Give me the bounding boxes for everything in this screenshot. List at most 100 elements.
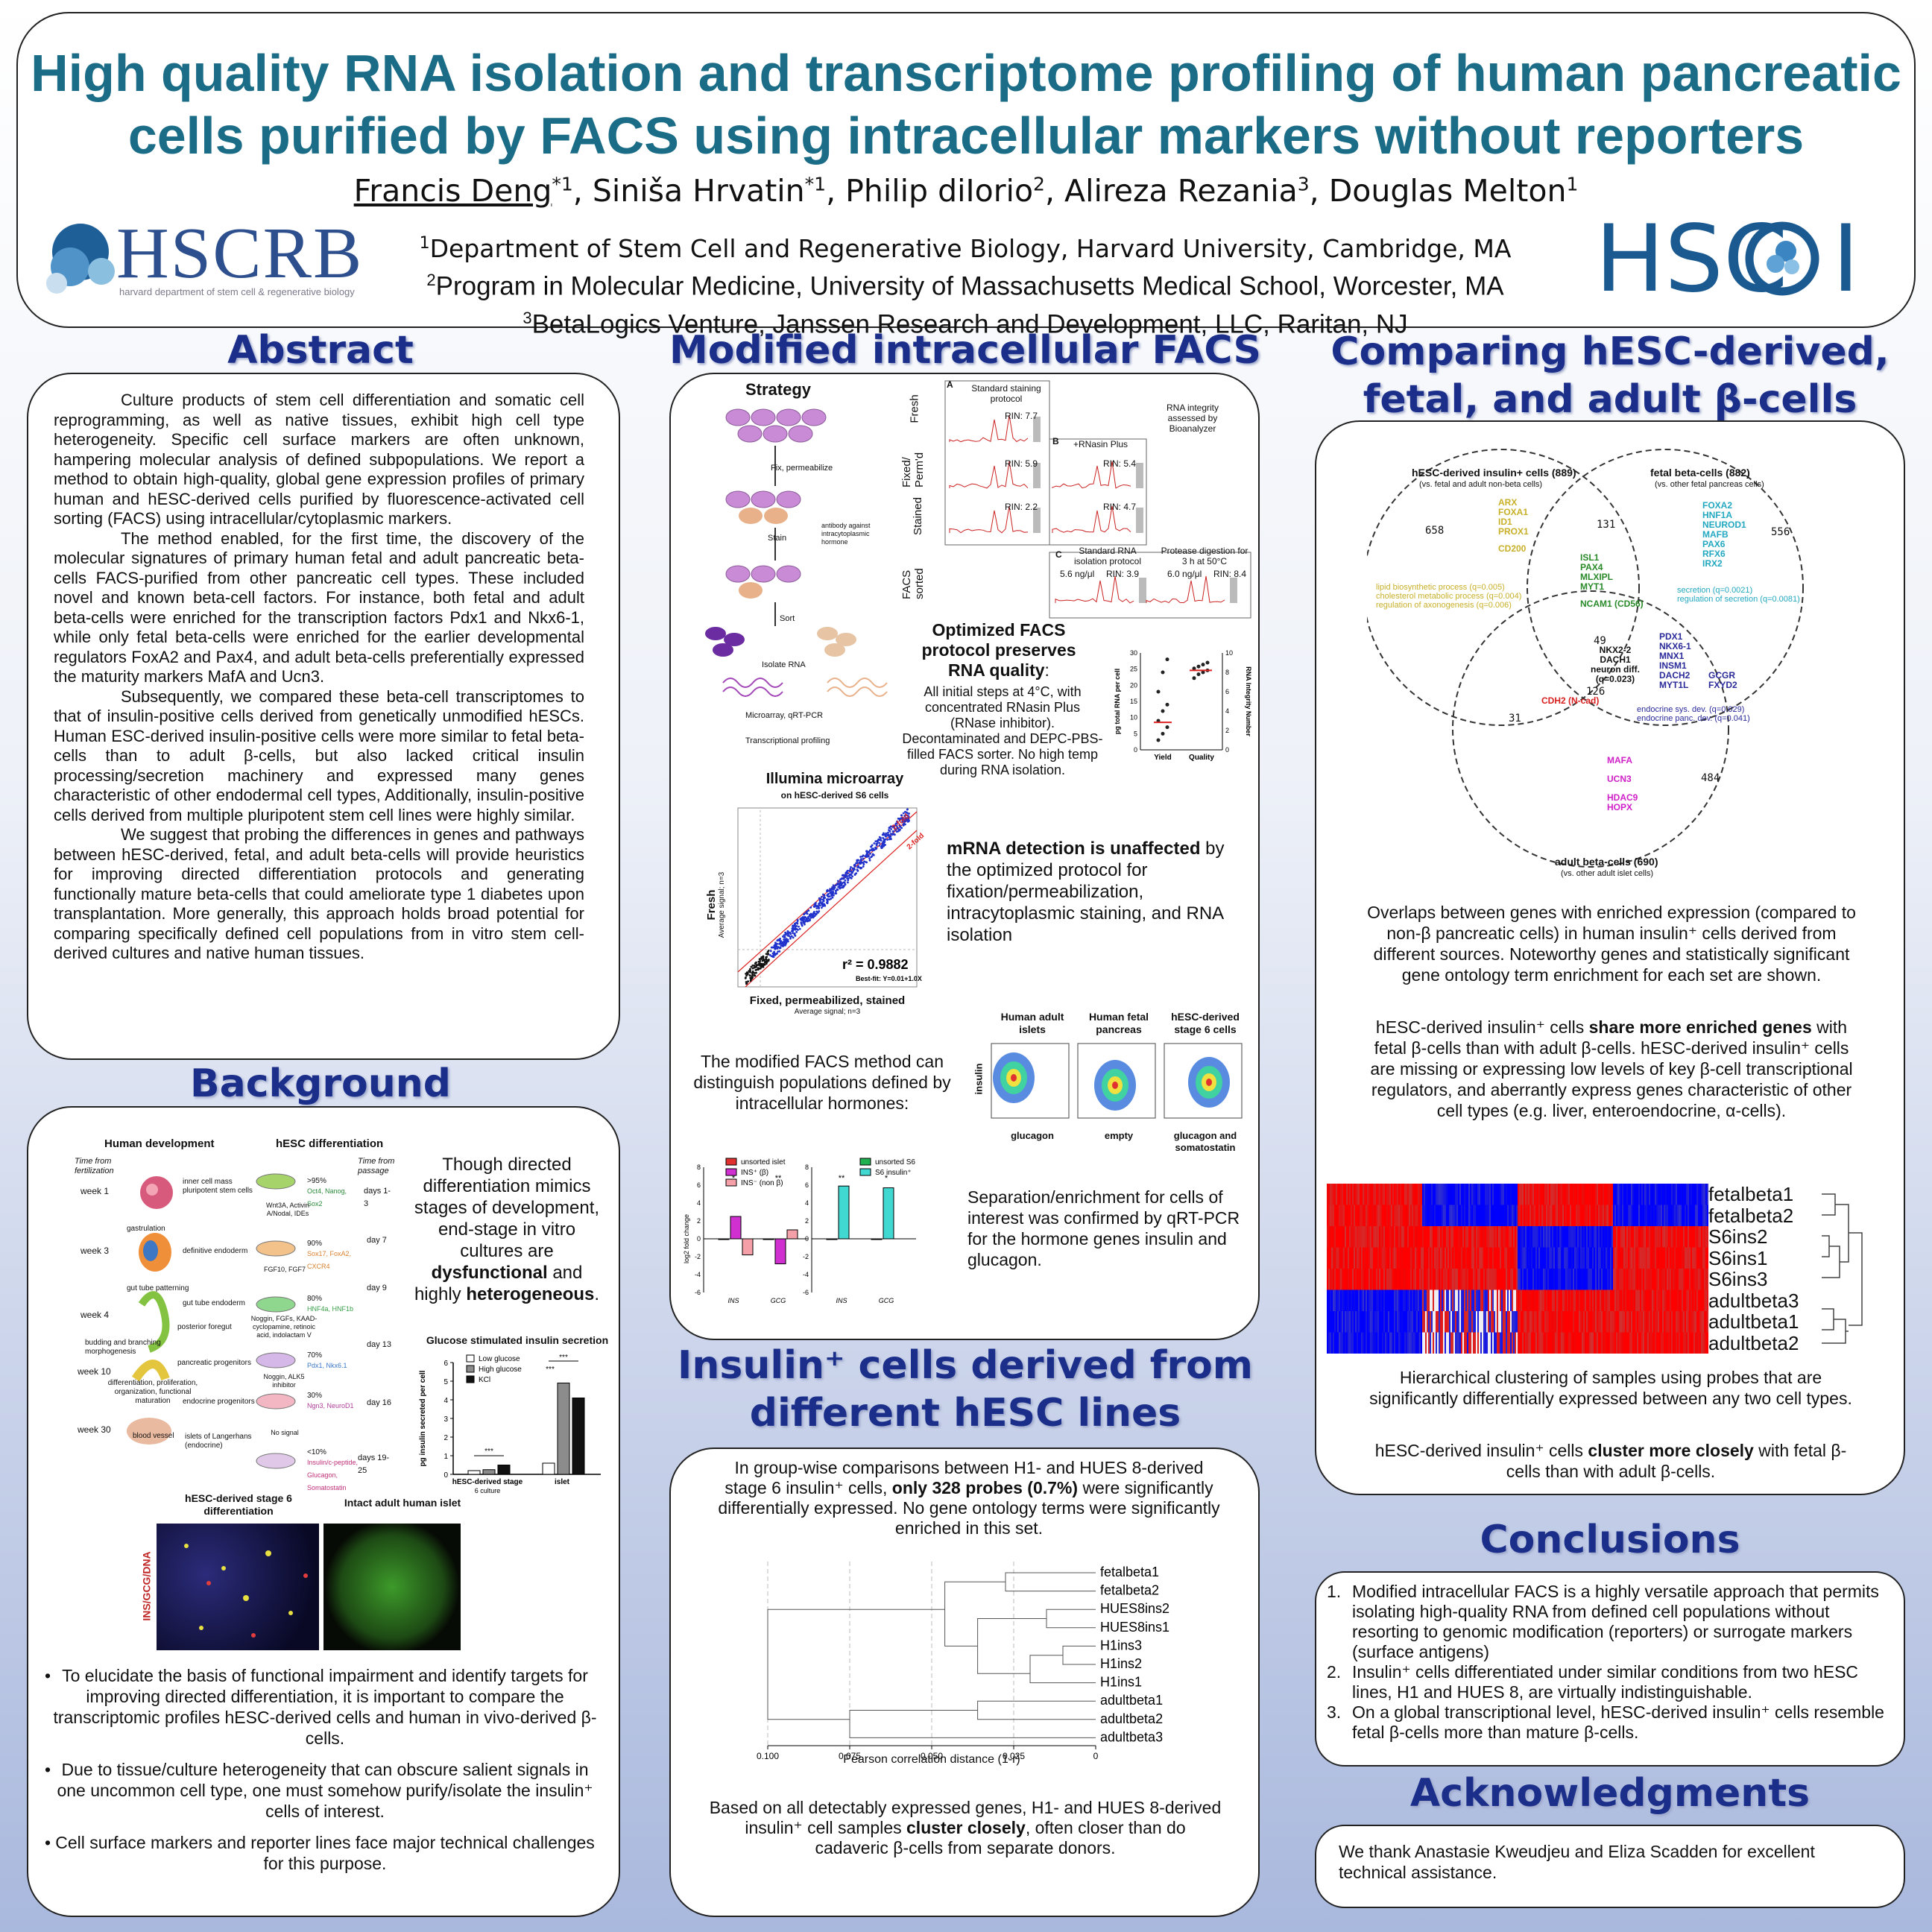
heatmap-cell (1623, 1248, 1625, 1269)
heatmap-cell (1458, 1333, 1459, 1354)
heatmap-cell (1394, 1290, 1395, 1312)
heatmap-cell (1354, 1311, 1355, 1333)
heatmap-cell (1471, 1311, 1473, 1333)
poster-title: High quality RNA isolation and transcrip… (30, 42, 1902, 167)
heatmap-cell (1501, 1290, 1503, 1312)
heatmap-cell (1379, 1184, 1380, 1205)
heatmap-cell (1699, 1248, 1701, 1269)
heatmap-cell (1629, 1311, 1631, 1333)
heatmap-cell (1635, 1226, 1637, 1248)
heatmap-cell (1433, 1290, 1434, 1312)
bioanalyzer-note: RNA integrity assessed by Bioanalyzer (1155, 402, 1230, 434)
heatmap-cell (1383, 1184, 1385, 1205)
heatmap-cell (1512, 1311, 1513, 1333)
heatmap-cell (1488, 1269, 1489, 1290)
heatmap-cell (1349, 1311, 1351, 1333)
heatmap-cell (1480, 1226, 1482, 1248)
data-point (773, 956, 775, 958)
heatmap-cell (1370, 1290, 1371, 1312)
heatmap-cell (1473, 1290, 1474, 1312)
heatmap-cell (1537, 1333, 1538, 1354)
heatmap-cell (1352, 1226, 1354, 1248)
heatmap-cell (1637, 1205, 1638, 1227)
heatmap-cell (1537, 1184, 1538, 1205)
heatmap-cell (1634, 1269, 1635, 1290)
heatmap-cell (1392, 1269, 1394, 1290)
heatmap-cell (1377, 1311, 1379, 1333)
heatmap-cell (1462, 1269, 1464, 1290)
heatmap-cell (1546, 1184, 1547, 1205)
heatmap-cell (1439, 1290, 1440, 1312)
heatmap-cell (1619, 1205, 1620, 1227)
heatmap-cell (1688, 1290, 1689, 1312)
heatmap-cell (1696, 1311, 1698, 1333)
heatmap-cell (1652, 1248, 1653, 1269)
heatmap-cell (1580, 1226, 1582, 1248)
heatmap-cell (1613, 1290, 1614, 1312)
microarray-title: Illumina microarray (745, 771, 924, 788)
heatmap-cell (1565, 1311, 1567, 1333)
heatmap-cell (1474, 1333, 1476, 1354)
heatmap-cell (1667, 1311, 1668, 1333)
heatmap-cell (1368, 1311, 1370, 1333)
heatmap-cell (1625, 1184, 1626, 1205)
heatmap-cell (1368, 1269, 1370, 1290)
qpcr-chart: unsorted isletINS⁺ (β)INS⁻ (non β)unsort… (681, 1157, 950, 1336)
heatmap-cell (1619, 1184, 1620, 1205)
heatmap-cell (1330, 1333, 1331, 1354)
heatmap-cell (1673, 1226, 1674, 1248)
heatmap-cell (1516, 1248, 1518, 1269)
y-tick-label: -6 (803, 1289, 809, 1296)
heatmap-cell (1535, 1269, 1537, 1290)
compare-title: Comparing hESC-derived, fetal, and adult… (1312, 328, 1908, 423)
heatmap-cell (1673, 1205, 1674, 1227)
heatmap-cell (1473, 1269, 1474, 1290)
heatmap-cell (1617, 1205, 1619, 1227)
heatmap-cell (1690, 1269, 1692, 1290)
heatmap-cell (1595, 1184, 1597, 1205)
heatmap-cell (1662, 1205, 1664, 1227)
heatmap-cell (1525, 1205, 1527, 1227)
heatmap-cell (1385, 1248, 1386, 1269)
heatmap-cell (1397, 1184, 1398, 1205)
heatmap-cell (1544, 1333, 1546, 1354)
heatmap-cell (1637, 1248, 1638, 1269)
facs-title: Modified intracellular FACS (656, 328, 1275, 373)
heatmap-cell (1656, 1226, 1658, 1248)
heatmap-cell (1601, 1205, 1603, 1227)
heatmap-cell (1530, 1226, 1531, 1248)
heatmap-cell (1419, 1205, 1421, 1227)
heatmap-cell (1567, 1333, 1568, 1354)
heatmap-cell (1364, 1269, 1366, 1290)
heatmap-cell (1685, 1311, 1686, 1333)
heatmap-cell (1528, 1205, 1530, 1227)
heatmap-cell (1573, 1226, 1574, 1248)
heatmap-cell (1546, 1333, 1547, 1354)
data-point (773, 951, 775, 953)
heatmap-cell (1610, 1311, 1611, 1333)
heatmap-cell (1394, 1205, 1395, 1227)
heatmap-cell (1705, 1311, 1707, 1333)
heatmap-cell (1629, 1269, 1631, 1290)
heatmap-cell (1422, 1290, 1424, 1312)
heatmap-cell (1377, 1184, 1379, 1205)
heatmap-cell (1623, 1311, 1625, 1333)
heatmap-cell (1377, 1333, 1379, 1354)
heatmap-cell (1337, 1205, 1339, 1227)
heatmap-cell (1430, 1226, 1431, 1248)
heatmap-cell (1531, 1248, 1532, 1269)
heatmap-cell (1336, 1269, 1337, 1290)
heatmap-cell (1355, 1311, 1357, 1333)
heatmap-cell (1468, 1311, 1470, 1333)
data-point (819, 904, 821, 906)
heatmap-cell (1370, 1205, 1371, 1227)
heatmap-cell (1448, 1269, 1449, 1290)
heatmap-cell (1471, 1333, 1473, 1354)
heatmap-cell (1664, 1269, 1665, 1290)
heatmap-cell (1547, 1248, 1549, 1269)
factor-4: Noggin, ALK5 inhibitor (258, 1373, 310, 1389)
heatmap-cell (1553, 1248, 1555, 1269)
data-point (777, 950, 779, 953)
heatmap-cell (1504, 1248, 1506, 1269)
heatmap-cell (1430, 1290, 1431, 1312)
